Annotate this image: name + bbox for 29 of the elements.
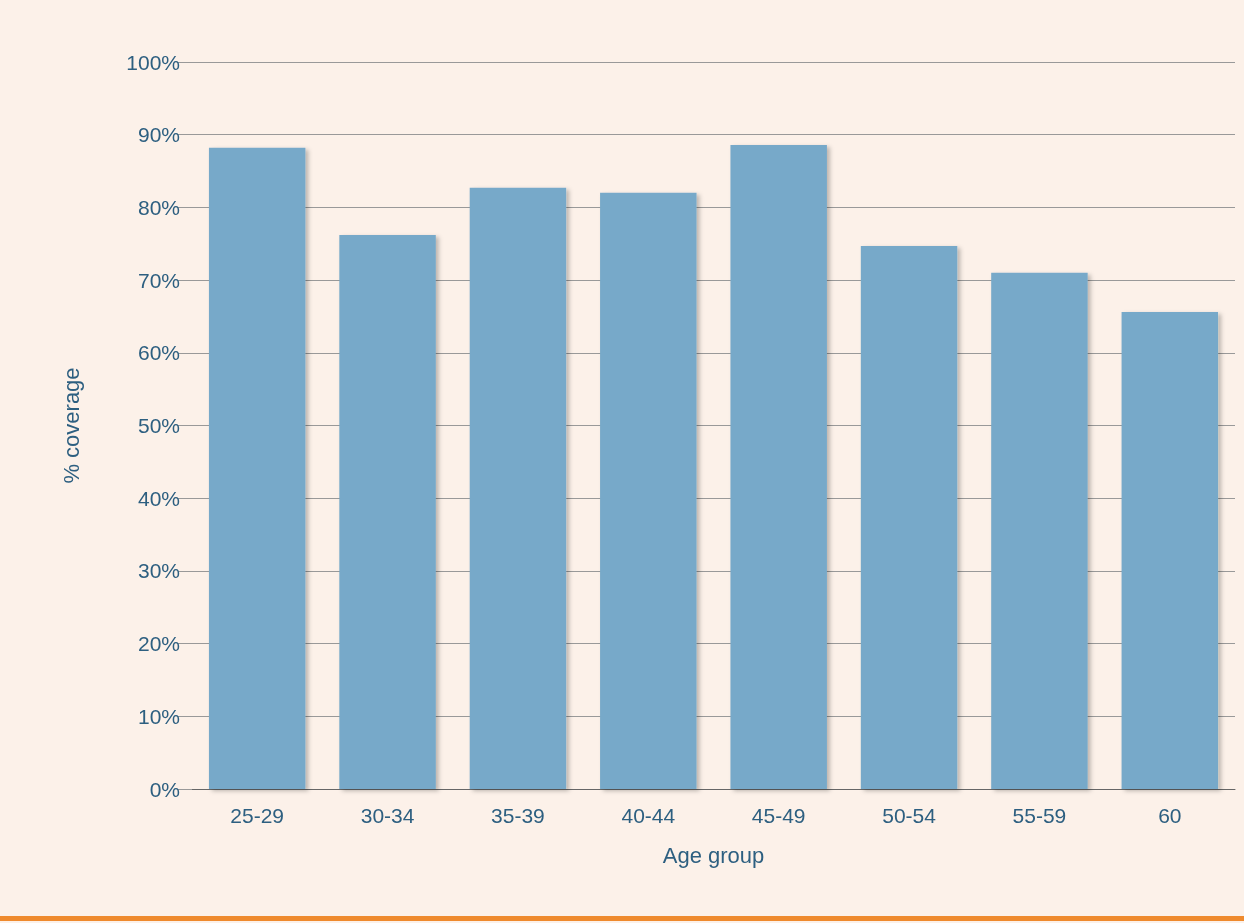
y-tick-label: 0% [149,777,180,801]
bar [339,235,436,789]
x-tick-label: 35-39 [491,804,545,827]
y-tick-label: 70% [137,268,180,292]
y-tick-label: 60% [137,341,180,365]
x-tick-label: 55-59 [1012,804,1067,827]
bar [208,147,306,789]
x-tick-label: 60 [1158,804,1182,827]
y-tick-label: 10% [137,704,180,728]
x-tick-label: 25-29 [230,804,285,827]
x-tick-label: 30-34 [360,804,415,827]
y-tick-label: 90% [137,123,180,147]
bar [600,192,697,789]
x-tick-label: 40-44 [621,804,676,827]
x-axis-title: Age group [662,842,765,868]
bar [991,272,1088,789]
bar [1121,312,1219,789]
x-tick-label: 50-54 [882,804,937,827]
y-tick-label: 40% [137,486,180,510]
x-tick-label: 45-49 [751,804,806,827]
bar [469,187,567,789]
bar [730,144,827,789]
y-tick-label: 80% [137,195,180,219]
y-tick-label: 50% [137,414,180,437]
bar [860,245,958,789]
y-axis-title: % coverage [58,367,84,484]
y-tick-label: 20% [137,632,180,656]
y-tick-label: 100% [126,50,180,74]
y-tick-label: 30% [137,559,180,583]
